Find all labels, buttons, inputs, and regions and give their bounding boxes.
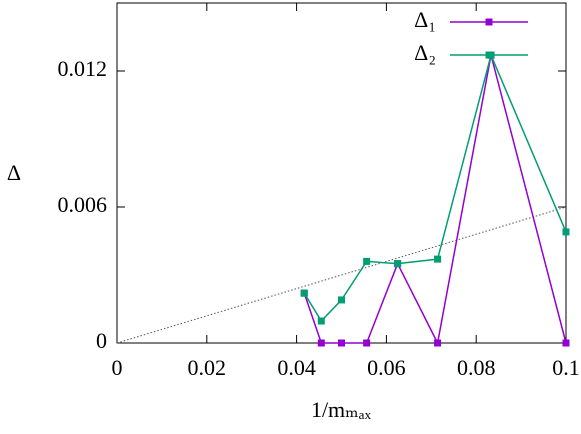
x-tick-label: 0 [112,355,123,380]
point [317,339,325,347]
point [300,289,308,297]
legend-marker [485,51,493,59]
y-tick-label: 0.006 [58,192,108,217]
point [363,257,371,265]
legend-label: Δ₁ [414,7,436,32]
y-tick-label: 0 [96,328,107,353]
plot-frame [116,2,567,344]
point [434,255,442,263]
point [562,228,570,236]
x-tick-label: 0.06 [367,355,406,380]
point [363,339,371,347]
y-axis-label: Δ [7,160,21,185]
y-tick-label: 0.012 [58,56,108,81]
point [317,317,325,325]
point [338,296,345,304]
point [562,339,570,347]
point [338,339,345,347]
legend-marker [485,18,493,26]
trend-line [116,206,567,344]
x-tick-label: 0.02 [188,355,227,380]
point [394,260,402,268]
legend-label: Δ₂ [414,40,436,65]
x-axis-label: 1/mₘₐₓ [311,397,372,422]
point [434,339,442,347]
series-line [303,52,567,323]
x-tick-label: 0.1 [552,355,580,380]
x-tick-label: 0.08 [457,355,496,380]
x-tick-label: 0.04 [277,355,316,380]
